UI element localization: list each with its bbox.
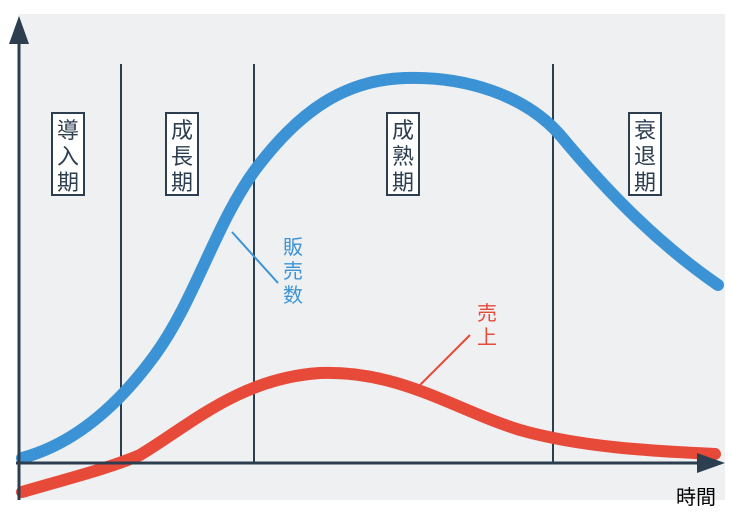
x-axis-arrow-icon [697, 453, 725, 473]
stage-label-maturity: 成熟期 [392, 119, 414, 196]
stage-box-intro: 導入期 [51, 112, 85, 196]
sales-leader-line [419, 334, 471, 386]
units-sold-label: 販売数 [283, 235, 303, 307]
y-axis-arrow-icon [9, 16, 29, 44]
stage-label-growth: 成長期 [171, 119, 193, 196]
stage-label-decline: 衰退期 [634, 119, 656, 196]
x-axis-label: 時間 [676, 485, 716, 509]
stage-label-intro: 導入期 [57, 119, 79, 196]
sales-label: 売上 [477, 301, 497, 349]
stage-box-decline: 衰退期 [628, 112, 662, 196]
plot-background [18, 14, 725, 500]
units-sold-curve [16, 71, 724, 464]
stage-box-maturity: 成熟期 [386, 112, 420, 196]
stage-box-growth: 成長期 [165, 112, 199, 196]
units-sold-leader-line [231, 231, 279, 284]
